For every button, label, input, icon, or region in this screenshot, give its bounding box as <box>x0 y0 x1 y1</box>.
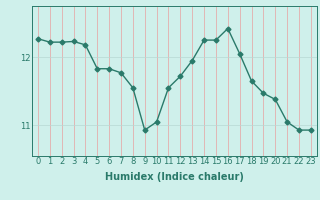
X-axis label: Humidex (Indice chaleur): Humidex (Indice chaleur) <box>105 172 244 182</box>
